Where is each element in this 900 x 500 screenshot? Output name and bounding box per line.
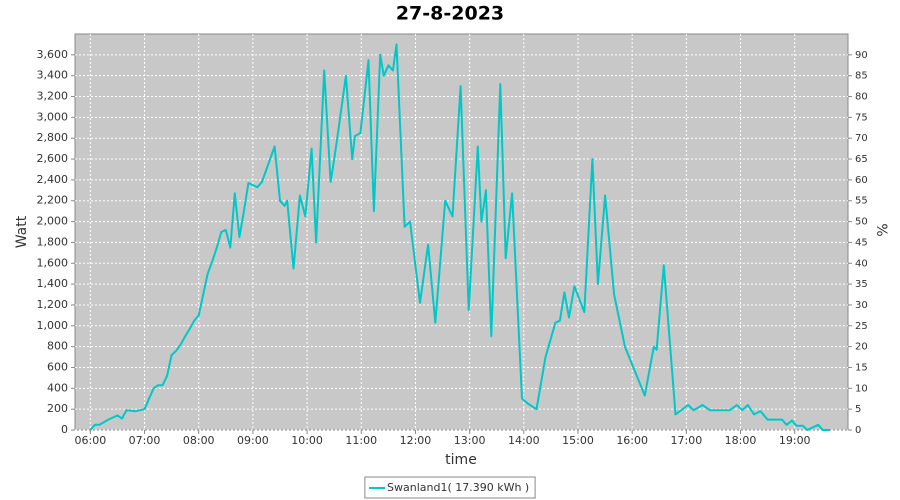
y-tick-label: 800 <box>47 340 68 353</box>
x-tick-label: 17:00 <box>671 434 703 447</box>
x-tick-label: 14:00 <box>508 434 540 447</box>
y-tick-label: 1,200 <box>37 298 69 311</box>
y-tick-label: 2,400 <box>37 173 69 186</box>
y-tick-label: 2,600 <box>37 152 69 165</box>
x-tick-label: 19:00 <box>779 434 811 447</box>
y2-tick-label: 80 <box>855 92 868 103</box>
x-tick-label: 15:00 <box>562 434 594 447</box>
chart-title: 27-8-2023 <box>396 3 504 25</box>
y-axis-title: Watt <box>14 215 30 248</box>
y-tick-label: 3,400 <box>37 69 69 82</box>
y2-tick-label: 5 <box>855 404 861 415</box>
y2-tick-label: 40 <box>855 258 868 269</box>
x-tick-label: 06:00 <box>75 434 107 447</box>
x-tick-label: 18:00 <box>725 434 757 447</box>
y2-tick-label: 60 <box>855 175 868 186</box>
x-tick-label: 13:00 <box>454 434 486 447</box>
y2-tick-label: 10 <box>855 383 868 394</box>
data-line <box>89 43 830 431</box>
y-tick-label: 1,000 <box>37 319 69 332</box>
y-tick-label: 400 <box>47 381 68 394</box>
y-tick-label: 2,000 <box>37 215 69 228</box>
y-tick-label: 1,800 <box>37 235 69 248</box>
y2-tick-label: 20 <box>855 342 868 353</box>
x-tick-label: 07:00 <box>129 434 161 447</box>
y2-tick-label: 90 <box>855 50 868 61</box>
y2-axis-title: % <box>873 223 889 236</box>
x-axis-title: time <box>445 452 477 468</box>
y2-tick-label: 30 <box>855 300 868 311</box>
y2-tick-label: 85 <box>855 71 868 82</box>
x-tick-label: 09:00 <box>237 434 269 447</box>
y2-tick-label: 75 <box>855 112 868 123</box>
y2-tick-label: 45 <box>855 237 868 248</box>
y-tick-label: 3,000 <box>37 110 69 123</box>
y-tick-label: 2,800 <box>37 131 69 144</box>
x-tick-label: 12:00 <box>400 434 432 447</box>
y-tick-label: 3,200 <box>37 90 69 103</box>
x-tick-label: 08:00 <box>183 434 215 447</box>
legend-box <box>364 476 536 499</box>
y2-tick-label: 25 <box>855 321 868 332</box>
legend-label: Swanland1( 17.390 kWh ) <box>387 481 529 494</box>
x-tick-label: 10:00 <box>291 434 323 447</box>
y-tick-label: 1,600 <box>37 256 69 269</box>
y-tick-label: 200 <box>47 402 68 415</box>
y2-tick-label: 50 <box>855 217 868 228</box>
y-tick-label: 3,600 <box>37 48 69 61</box>
y2-tick-label: 15 <box>855 362 868 373</box>
x-tick-label: 16:00 <box>616 434 648 447</box>
y-tick-label: 1,400 <box>37 277 69 290</box>
y2-tick-label: 0 <box>855 425 861 436</box>
y2-tick-label: 55 <box>855 196 868 207</box>
y-tick-label: 600 <box>47 360 68 373</box>
y-tick-label: 0 <box>61 423 68 436</box>
y2-tick-label: 70 <box>855 133 868 144</box>
y2-tick-label: 35 <box>855 279 868 290</box>
y-tick-label: 2,200 <box>37 194 69 207</box>
x-tick-label: 11:00 <box>345 434 377 447</box>
y2-tick-label: 65 <box>855 154 868 165</box>
